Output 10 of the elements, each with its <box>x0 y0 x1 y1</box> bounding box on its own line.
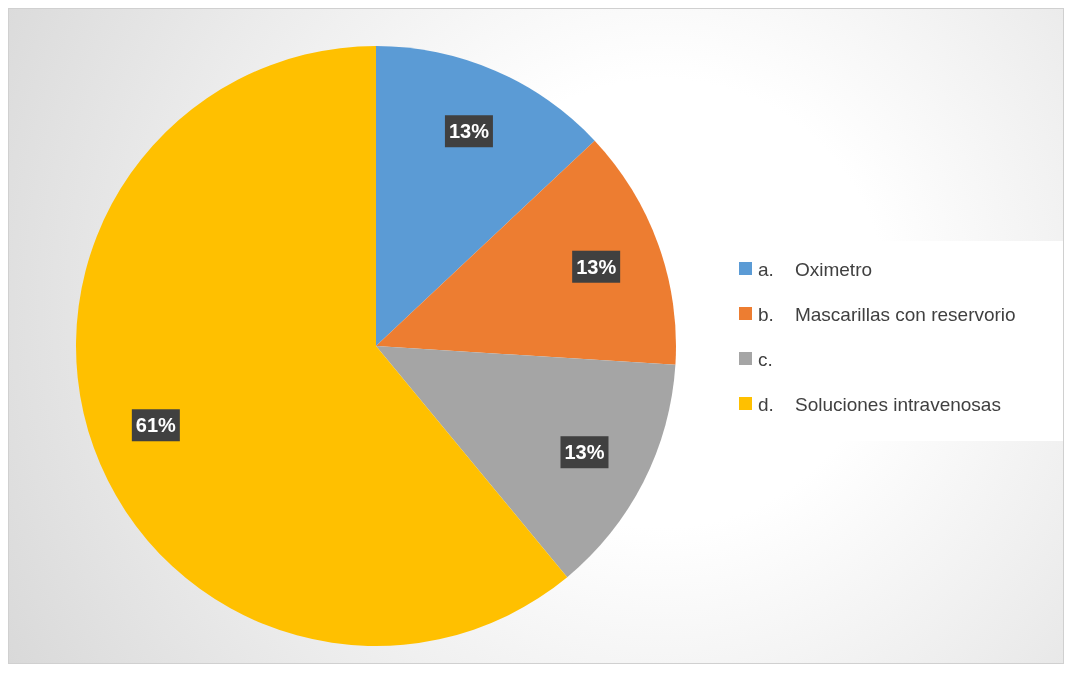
data-label: 13% <box>564 441 605 464</box>
legend-label: d. Soluciones intravenosas <box>758 393 1001 415</box>
data-label: 13% <box>448 120 490 143</box>
data-label: 13% <box>576 255 617 278</box>
legend-label: b. Mascarillas con reservorio <box>758 303 1016 325</box>
pie-slice <box>376 140 676 365</box>
pie-slice <box>376 346 676 578</box>
legend-label: a. Oximetro <box>758 258 873 280</box>
legend-label: c. <box>758 348 773 370</box>
data-label: 61% <box>135 414 177 437</box>
